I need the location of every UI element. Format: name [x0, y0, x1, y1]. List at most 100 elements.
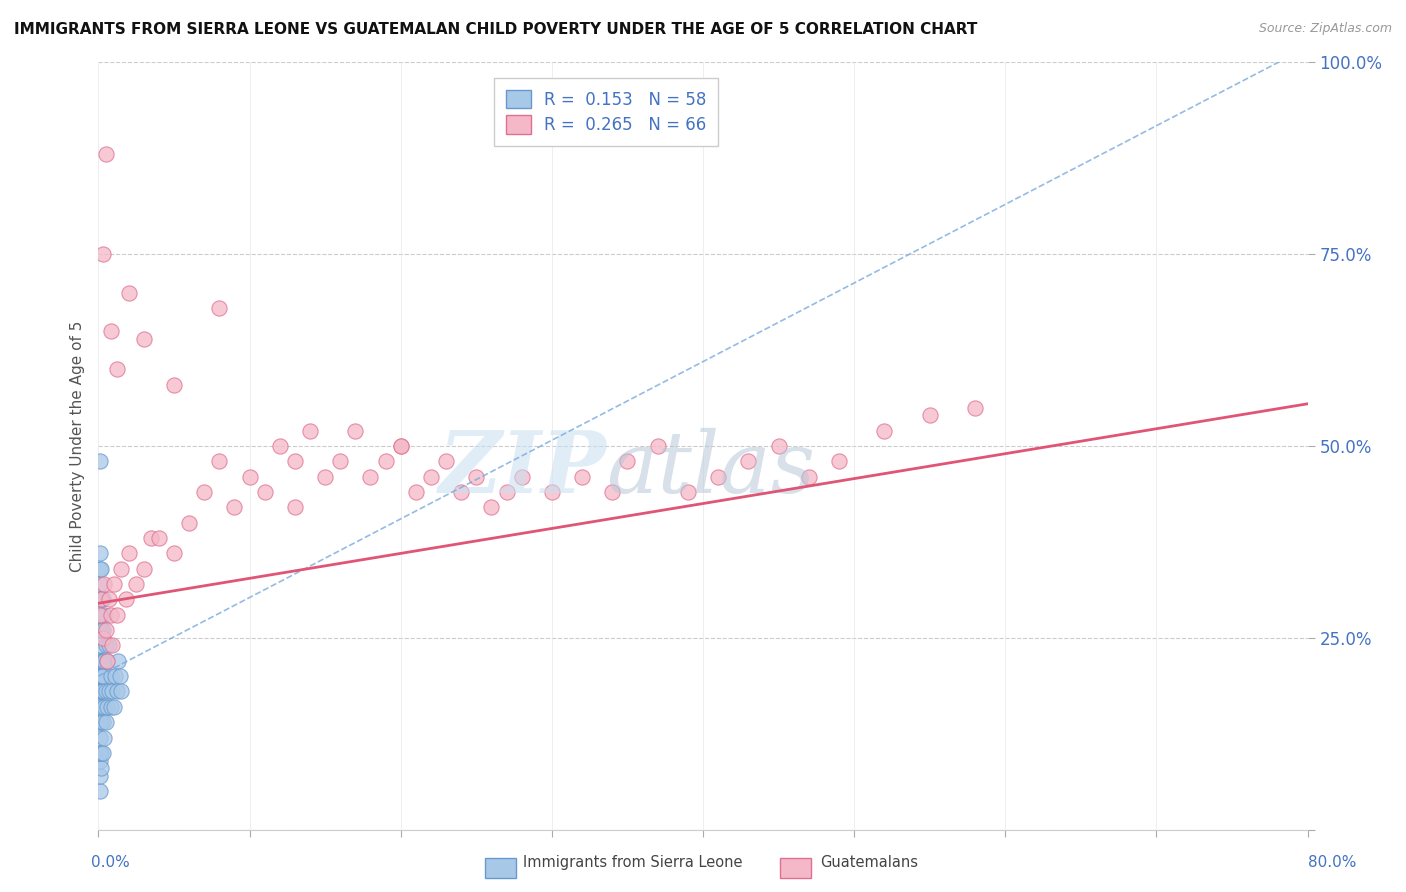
Point [208, 301, 231, 315]
Point [450, 485, 472, 500]
Point [90, 562, 112, 576]
Point [104, 669, 127, 683]
Point [208, 454, 231, 468]
Point [96, 699, 118, 714]
Point [299, 424, 322, 438]
Text: 0.0%: 0.0% [91, 855, 131, 870]
Point [90, 715, 112, 730]
Point [873, 424, 896, 438]
Point [94, 623, 117, 637]
Point [179, 516, 201, 530]
Point [148, 531, 170, 545]
Point [100, 607, 122, 622]
Point [495, 485, 517, 500]
Point [481, 500, 503, 515]
Point [90, 592, 112, 607]
Point [90, 699, 112, 714]
Point [90, 669, 112, 683]
Point [90, 684, 112, 698]
Point [89, 699, 111, 714]
Point [253, 485, 276, 500]
Point [91, 592, 114, 607]
Text: ZIP: ZIP [439, 427, 606, 511]
Point [100, 699, 122, 714]
Point [91, 715, 114, 730]
Point [314, 469, 336, 483]
Point [602, 485, 624, 500]
Point [93, 731, 115, 745]
Point [797, 469, 820, 483]
Point [420, 469, 443, 483]
Point [676, 485, 699, 500]
Text: Immigrants from Sierra Leone: Immigrants from Sierra Leone [523, 855, 742, 870]
Point [141, 531, 163, 545]
Point [91, 669, 114, 683]
Point [389, 439, 412, 453]
Point [105, 684, 128, 698]
Point [90, 623, 112, 637]
Point [89, 623, 111, 637]
Point [89, 607, 111, 622]
Point [118, 546, 141, 560]
Point [93, 654, 115, 668]
Point [163, 377, 186, 392]
Point [114, 592, 136, 607]
Point [269, 439, 291, 453]
Point [89, 654, 111, 668]
Point [239, 469, 262, 483]
Text: atlas: atlas [606, 427, 815, 510]
Point [101, 639, 124, 653]
Point [118, 285, 141, 300]
Point [96, 654, 118, 668]
Point [510, 469, 533, 483]
Point [90, 746, 112, 760]
Point [284, 500, 307, 515]
Point [89, 454, 111, 468]
Point [91, 654, 114, 668]
Text: IMMIGRANTS FROM SIERRA LEONE VS GUATEMALAN CHILD POVERTY UNDER THE AGE OF 5 CORR: IMMIGRANTS FROM SIERRA LEONE VS GUATEMAL… [14, 22, 977, 37]
Point [90, 592, 112, 607]
Point [224, 500, 246, 515]
Point [89, 707, 111, 722]
Point [94, 715, 117, 730]
Point [103, 577, 125, 591]
Point [828, 454, 851, 468]
Point [105, 607, 128, 622]
Point [98, 592, 121, 607]
Point [434, 454, 457, 468]
Point [360, 469, 382, 483]
Point [89, 592, 111, 607]
Point [89, 754, 111, 768]
Point [89, 784, 111, 798]
Point [965, 401, 987, 415]
Point [89, 562, 111, 576]
Point [89, 546, 111, 560]
Point [91, 746, 114, 760]
Point [91, 623, 114, 637]
Point [329, 454, 352, 468]
Point [89, 639, 111, 653]
Point [132, 332, 155, 346]
Y-axis label: Child Poverty Under the Age of 5: Child Poverty Under the Age of 5 [70, 320, 86, 572]
Point [405, 485, 427, 500]
Point [89, 577, 111, 591]
Point [100, 669, 122, 683]
Point [616, 454, 638, 468]
Point [89, 607, 111, 622]
Point [707, 469, 730, 483]
Point [768, 439, 790, 453]
Point [94, 684, 117, 698]
Point [98, 639, 121, 653]
Point [193, 485, 215, 500]
Point [94, 639, 117, 653]
Point [96, 654, 118, 668]
Point [89, 654, 111, 668]
Point [125, 577, 148, 591]
Point [94, 147, 117, 161]
Point [465, 469, 488, 483]
Point [110, 684, 132, 698]
Point [101, 684, 124, 698]
Point [163, 546, 186, 560]
Point [100, 324, 122, 338]
Text: 80.0%: 80.0% [1309, 855, 1357, 870]
